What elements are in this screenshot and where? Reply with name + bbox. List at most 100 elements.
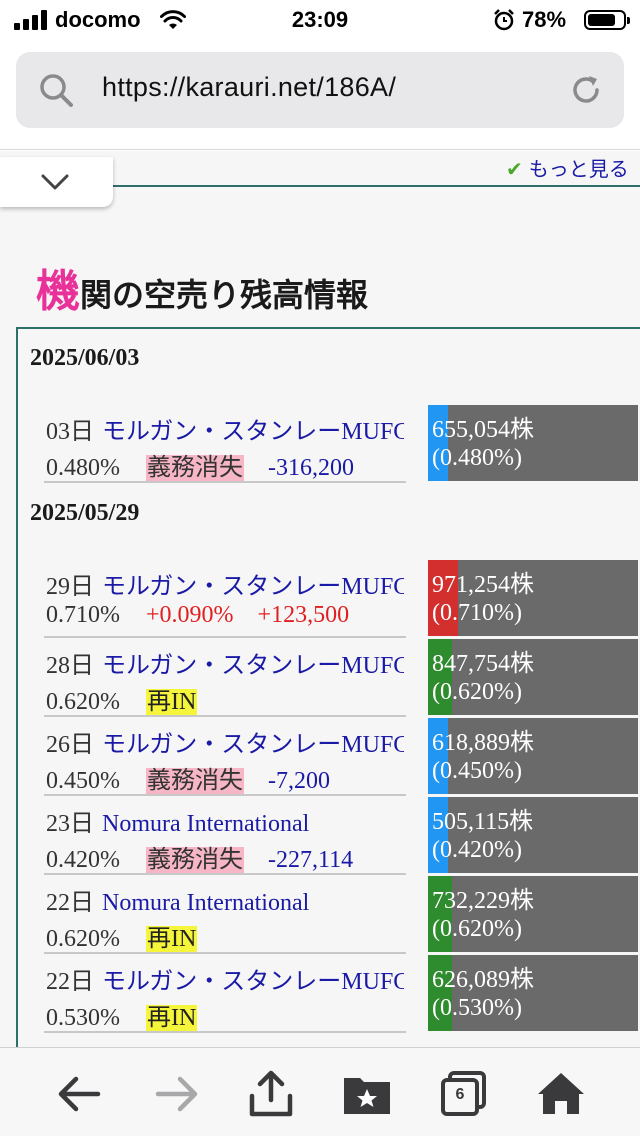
bar-fill — [428, 876, 452, 952]
wifi-icon — [160, 10, 186, 29]
institution-line: 29日 モルガン・スタンレーMUFG — [46, 566, 404, 601]
cellular-signal-icon — [14, 10, 50, 30]
shares-value: 626,089株 — [432, 967, 534, 993]
institution-link[interactable]: Nomura International — [102, 890, 310, 916]
ratio-line: 0.420% 義務消失 -227,114 — [46, 839, 353, 874]
more-link-label: もっと見る — [528, 159, 629, 181]
shares-ratio: (0.450%) — [432, 758, 522, 784]
institution-line: 22日 Nomura International — [46, 882, 404, 917]
shares-bar: 732,229株 (0.620%) — [428, 876, 638, 952]
alarm-clock-icon — [494, 9, 514, 31]
status-badge: 再IN — [146, 1005, 198, 1031]
list-item: 22日 モルガン・スタンレーMUFG 0.530% 再IN — [44, 957, 406, 1033]
page-title: 機関の空売り残高情報 — [36, 255, 368, 319]
holding-ratio: 0.710% — [46, 602, 120, 628]
shares-bar: 626,089株 (0.530%) — [428, 955, 638, 1031]
report-day: 26日 — [46, 732, 94, 758]
institution-link[interactable]: モルガン・スタンレーMUFG — [102, 732, 404, 758]
share-icon[interactable] — [246, 1070, 296, 1118]
battery-percentage: 78% — [522, 7, 567, 32]
web-page-content: ✔ もっと見る 機関の空売り残高情報 2025/06/03 03日 モルガン・スタンレ… — [0, 151, 640, 1047]
collapse-menu-button[interactable] — [0, 157, 113, 207]
shares-value: 847,754株 — [432, 651, 534, 677]
holding-ratio: 0.620% — [46, 926, 120, 952]
bar-fill — [428, 560, 458, 636]
shares-ratio: (0.620%) — [432, 916, 522, 942]
institution-link[interactable]: モルガン・スタンレーMUFG — [102, 969, 404, 995]
shares-ratio: (0.620%) — [432, 679, 522, 705]
search-icon — [40, 74, 73, 107]
shares-ratio: (0.420%) — [432, 837, 522, 863]
address-bar[interactable]: https://karauri.net/186A/ — [16, 52, 624, 128]
ratio-line: 0.620% 再IN — [46, 918, 198, 953]
reload-icon[interactable] — [568, 72, 604, 108]
report-day: 23日 — [46, 811, 94, 837]
list-item: 03日 モルガン・スタンレーMUFG 0.480% 義務消失 -316,200 — [44, 407, 406, 483]
more-link[interactable]: ✔ もっと見る — [506, 153, 629, 182]
report-day: 03日 — [46, 419, 94, 445]
shares-ratio: (0.480%) — [432, 445, 522, 471]
institution-line: 23日 Nomura International — [46, 803, 404, 838]
list-item: 26日 モルガン・スタンレーMUFG 0.450% 義務消失 -7,200 — [44, 720, 406, 796]
browser-address-area: https://karauri.net/186A/ — [0, 40, 640, 150]
status-badge: 再IN — [146, 689, 198, 715]
bar-fill — [428, 639, 452, 715]
share-change: -227,114 — [268, 847, 354, 873]
bar-fill — [428, 718, 448, 794]
institution-link[interactable]: モルガン・スタンレーMUFG — [102, 653, 404, 679]
shares-bar: 618,889株 (0.450%) — [428, 718, 638, 794]
carrier-name: docomo — [55, 7, 141, 32]
short-position-panel: 2025/06/03 03日 モルガン・スタンレーMUFG 0.480% 義務消失 -31… — [16, 327, 640, 1047]
status-badge: 義務消失 — [146, 768, 244, 794]
status-badge: 再IN — [146, 926, 198, 952]
home-icon[interactable] — [536, 1070, 586, 1118]
institution-link[interactable]: モルガン・スタンレーMUFG — [102, 419, 404, 445]
status-badge: 義務消失 — [146, 455, 244, 481]
shares-value: 655,054株 — [432, 417, 534, 443]
page-title-first-char: 機 — [36, 267, 80, 316]
shares-ratio: (0.530%) — [432, 995, 522, 1021]
institution-line: 03日 モルガン・スタンレーMUFG — [46, 411, 404, 446]
shares-bar: 847,754株 (0.620%) — [428, 639, 638, 715]
bookmarks-icon[interactable] — [342, 1070, 392, 1118]
divider — [112, 185, 640, 187]
shares-bar: 655,054株 (0.480%) — [428, 405, 638, 481]
bar-fill — [428, 405, 448, 481]
holding-ratio: 0.450% — [46, 768, 120, 794]
ratio-line: 0.710% +0.090% +123,500 — [46, 602, 373, 629]
share-change: -316,200 — [268, 455, 354, 481]
date-heading: 2025/06/03 — [30, 345, 140, 371]
back-arrow-icon[interactable] — [54, 1070, 104, 1118]
shares-value: 732,229株 — [432, 888, 534, 914]
ratio-line: 0.530% 再IN — [46, 997, 198, 1032]
tabs-button[interactable]: 6 — [438, 1070, 488, 1118]
shares-bar: 505,115株 (0.420%) — [428, 797, 638, 873]
date-heading: 2025/05/29 — [30, 500, 140, 526]
ratio-change: +0.090% — [146, 602, 234, 628]
tab-count: 6 — [455, 1086, 465, 1103]
url-text[interactable]: https://karauri.net/186A/ — [102, 72, 397, 102]
ratio-line: 0.450% 義務消失 -7,200 — [46, 760, 330, 795]
institution-line: 28日 モルガン・スタンレーMUFG — [46, 645, 404, 680]
forward-arrow-icon[interactable] — [152, 1070, 202, 1118]
holding-ratio: 0.480% — [46, 455, 120, 481]
shares-bar: 971,254株 (0.710%) — [428, 560, 638, 636]
holding-ratio: 0.620% — [46, 689, 120, 715]
report-day: 29日 — [46, 574, 94, 600]
clock-time: 23:09 — [291, 7, 349, 32]
shares-value: 505,115株 — [432, 809, 534, 835]
list-item: 28日 モルガン・スタンレーMUFG 0.620% 再IN — [44, 641, 406, 717]
list-item: 29日 モルガン・スタンレーMUFG 0.710% +0.090% +123,500 — [44, 562, 406, 638]
report-day: 22日 — [46, 969, 94, 995]
share-change: +123,500 — [257, 602, 350, 628]
list-item: 23日 Nomura International 0.420% 義務消失 -227,11… — [44, 799, 406, 875]
holding-ratio: 0.530% — [46, 1005, 120, 1031]
institution-link[interactable]: モルガン・スタンレーMUFG — [102, 574, 404, 600]
institution-line: 22日 モルガン・スタンレーMUFG — [46, 961, 404, 996]
institution-link[interactable]: Nomura International — [102, 811, 310, 837]
shares-value: 971,254株 — [432, 572, 534, 598]
browser-toolbar: 6 — [0, 1047, 640, 1136]
shares-ratio: (0.710%) — [432, 600, 522, 626]
list-item: 22日 Nomura International 0.620% 再IN — [44, 878, 406, 954]
report-day: 28日 — [46, 653, 94, 679]
